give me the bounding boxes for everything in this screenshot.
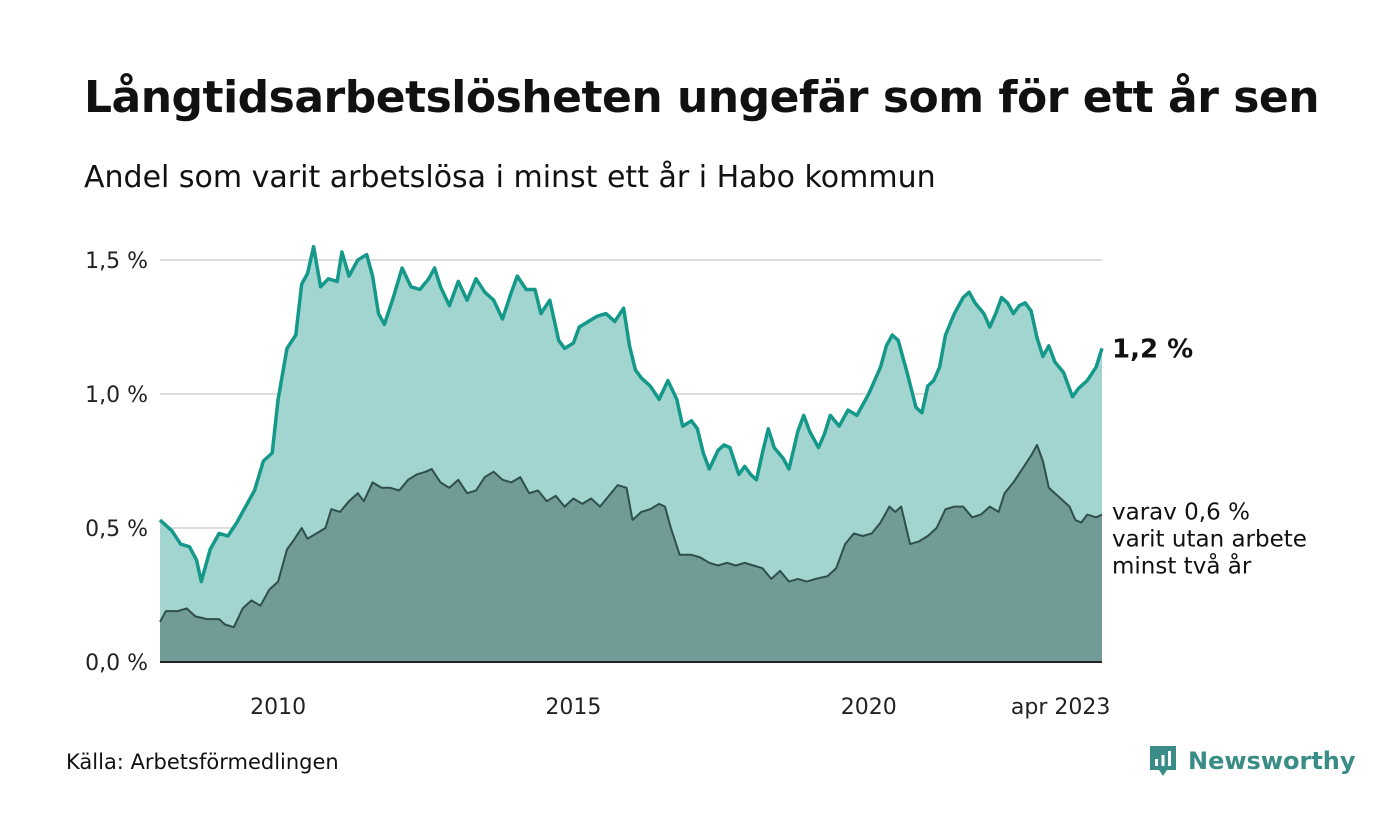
x-axis: 2010 2015 2020 apr 2023 [250,695,1110,720]
series-total-line [158,244,1104,584]
brand-name: Newsworthy [1188,747,1356,775]
y-tick-label: 1,0 % [85,383,148,408]
y-tick-label: 0,5 % [85,517,148,542]
chart-title: Långtidsarbetslösheten ungefär som för e… [84,72,1320,123]
x-tick-label: 2010 [250,695,306,720]
x-tick-label: apr 2023 [1011,695,1110,720]
sub-note-line: varit utan arbete [1112,527,1307,553]
x-tick-label: 2015 [545,695,601,720]
source-note: Källa: Arbetsförmedlingen [66,750,339,774]
end-value-label: 1,2 % [1112,334,1193,364]
newsworthy-icon [1150,746,1176,776]
y-tick-label: 0,0 % [85,651,148,676]
sub-note-line: varav 0,6 % [1112,500,1250,526]
chart-subtitle: Andel som varit arbetslösa i minst ett å… [84,160,936,195]
y-axis: 0,0 % 0,5 % 1,0 % 1,5 % [85,249,148,676]
brand-logo: Newsworthy [1148,744,1356,778]
y-tick-label: 1,5 % [85,249,148,274]
series-sub-area [160,444,1102,662]
series-sub-line [159,443,1103,629]
sub-note-line: minst två år [1112,552,1252,580]
x-tick-label: 2020 [841,695,897,720]
